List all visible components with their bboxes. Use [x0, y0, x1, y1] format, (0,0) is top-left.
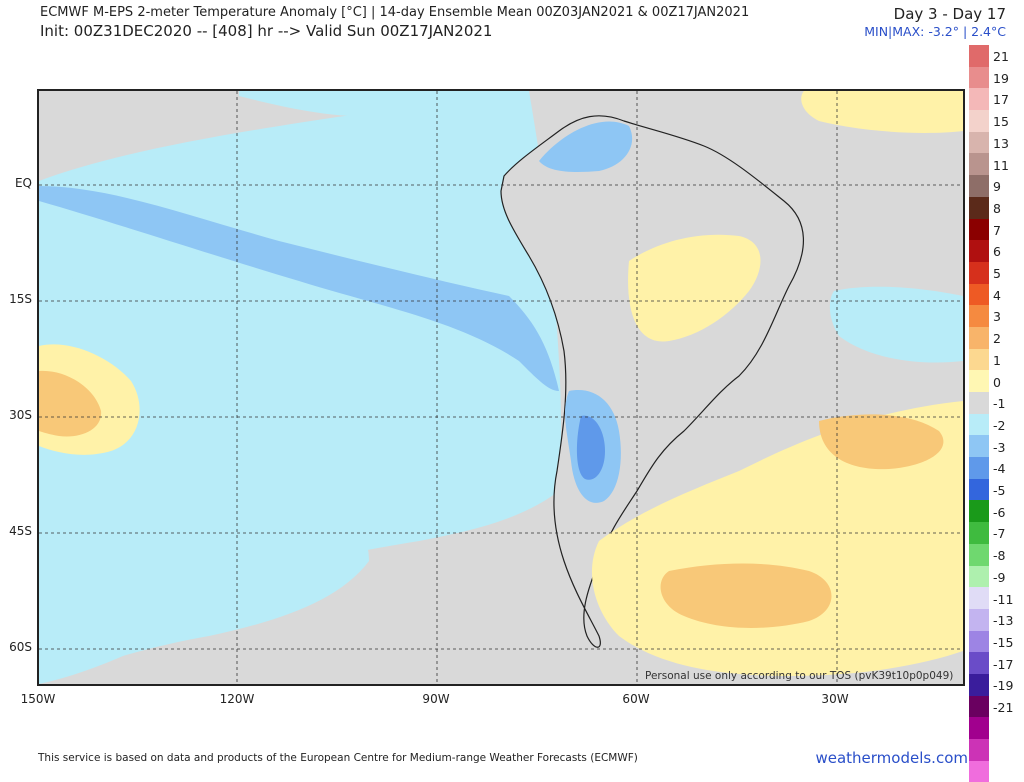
- lon-label-150w: 150W: [20, 692, 56, 706]
- site-link[interactable]: weathermodels.com: [815, 749, 968, 767]
- legend-swatch: [969, 673, 989, 696]
- legend-swatch: [969, 283, 989, 306]
- tos-watermark: Personal use only according to our TOS (…: [645, 670, 954, 682]
- legend-label: 9: [993, 179, 1001, 195]
- legend-label: 21: [993, 49, 1009, 64]
- legend-swatch: [969, 760, 989, 782]
- lon-label-120w: 120W: [219, 692, 255, 706]
- legend-swatch: [969, 175, 989, 197]
- init-valid-line: Init: 00Z31DEC2020 -- [408] hr --> Valid…: [40, 22, 493, 40]
- legend-swatch: [969, 413, 989, 436]
- legend-swatch: [969, 326, 989, 349]
- pacific-cool-band: [39, 186, 559, 391]
- legend-swatch: [969, 196, 989, 219]
- ecmwf-attribution: This service is based on data and produc…: [38, 752, 638, 764]
- legend-swatch: [969, 218, 989, 241]
- legend-label: -6: [993, 504, 1006, 520]
- lon-label-90w: 90W: [422, 692, 450, 706]
- legend-swatch: [969, 630, 989, 653]
- legend-label: 2: [993, 331, 1001, 347]
- north-atlantic-warm-patch: [801, 91, 963, 133]
- legend-label: -13: [993, 613, 1014, 629]
- legend-swatch: [969, 695, 989, 718]
- legend-label: 17: [993, 92, 1009, 108]
- legend-label: -9: [993, 569, 1006, 585]
- legend-swatch: [969, 240, 989, 262]
- legend-swatch: [969, 587, 989, 609]
- legend-swatch: [969, 131, 989, 154]
- legend-label: -17: [993, 656, 1014, 672]
- legend-label: 4: [993, 287, 1001, 303]
- color-legend-bar: [969, 45, 989, 782]
- legend-label: -11: [993, 591, 1014, 607]
- legend-label: -21: [993, 700, 1014, 715]
- legend-swatch: [969, 392, 989, 414]
- legend-label: 11: [993, 157, 1009, 173]
- legend-label: 0: [993, 374, 1001, 390]
- legend-label: 7: [993, 222, 1001, 238]
- legend-label: -2: [993, 417, 1006, 433]
- legend-swatch: [969, 370, 989, 392]
- legend-swatch: [969, 543, 989, 566]
- legend-label: -15: [993, 634, 1014, 650]
- legend-label: 1: [993, 352, 1001, 368]
- legend-swatch: [969, 348, 989, 371]
- legend-swatch: [969, 522, 989, 544]
- legend-label: -7: [993, 526, 1006, 542]
- brazil-warm-patch: [628, 234, 761, 342]
- legend-swatch: [969, 739, 989, 761]
- legend-label: 13: [993, 135, 1009, 151]
- legend-label: -19: [993, 678, 1014, 694]
- legend-label: 3: [993, 309, 1001, 325]
- lon-label-30w: 30W: [821, 692, 849, 706]
- chart-title: ECMWF M-EPS 2-meter Temperature Anomaly …: [40, 5, 750, 20]
- north-pacific-cool-patch: [239, 91, 469, 117]
- day-range-label: Day 3 - Day 17: [893, 5, 1006, 23]
- legend-swatch: [969, 88, 989, 111]
- legend-label: -1: [993, 396, 1006, 412]
- legend-swatch: [969, 435, 989, 458]
- legend-swatch: [969, 652, 989, 674]
- legend-swatch: [969, 457, 989, 479]
- legend-swatch: [969, 500, 989, 523]
- legend-label: -3: [993, 439, 1006, 455]
- legend-swatch: [969, 153, 989, 176]
- legend-swatch: [969, 110, 989, 132]
- legend-swatch: [969, 717, 989, 739]
- legend-label: 5: [993, 266, 1001, 281]
- lon-label-60w: 60W: [622, 692, 650, 706]
- lat-label-15s: 15S: [9, 292, 32, 306]
- legend-swatch: [969, 565, 989, 588]
- legend-label: 6: [993, 244, 1001, 260]
- lat-label-45s: 45S: [9, 524, 32, 538]
- anomaly-map: [37, 89, 965, 686]
- lat-label-60s: 60S: [9, 640, 32, 654]
- legend-label: -8: [993, 548, 1006, 564]
- legend-swatch: [969, 45, 989, 67]
- lat-label-30s: 30S: [9, 408, 32, 422]
- legend-swatch: [969, 261, 989, 284]
- legend-label: 15: [993, 114, 1009, 130]
- legend-swatch: [969, 305, 989, 327]
- min-max-label: MIN|MAX: -3.2° | 2.4°C: [864, 24, 1006, 39]
- legend-label: -4: [993, 461, 1006, 477]
- legend-swatch: [969, 66, 989, 89]
- tropical-atlantic-cool-patch: [829, 286, 963, 363]
- legend-swatch: [969, 608, 989, 631]
- legend-label: -5: [993, 483, 1006, 498]
- lat-label-eq: EQ: [14, 176, 32, 190]
- legend-label: 8: [993, 200, 1001, 216]
- legend-label: 19: [993, 70, 1009, 86]
- caribbean-cool-patch: [539, 121, 633, 172]
- legend-swatch: [969, 478, 989, 501]
